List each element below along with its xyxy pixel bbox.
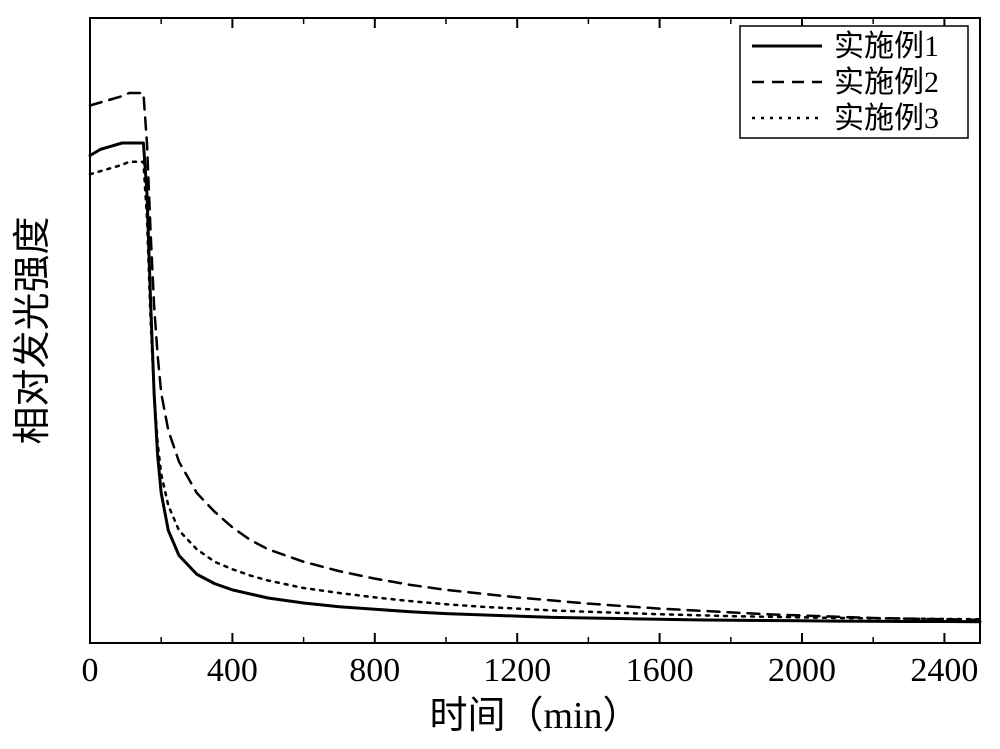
x-tick-label: 1200 bbox=[483, 652, 551, 689]
decay-chart: 0 400 800 1200 1600 2000 2400 时间（min） 相对发光强度 实施例1… bbox=[0, 0, 1000, 749]
x-tick-label: 2400 bbox=[910, 652, 978, 689]
x-tick-label: 400 bbox=[207, 652, 258, 689]
y-axis-label: 相对发光强度 bbox=[12, 216, 54, 444]
legend-label-3: 实施例3 bbox=[834, 102, 939, 135]
chart-svg: 0 400 800 1200 1600 2000 2400 时间（min） 相对发光强度 实施例1… bbox=[0, 0, 1000, 749]
x-tick-label: 800 bbox=[349, 652, 400, 689]
legend-label-2: 实施例2 bbox=[834, 66, 939, 99]
x-tick-label: 2000 bbox=[768, 652, 836, 689]
legend-label-1: 实施例1 bbox=[834, 30, 939, 63]
x-tick-label: 1600 bbox=[626, 652, 694, 689]
x-tick-label: 0 bbox=[82, 652, 99, 689]
x-axis-label: 时间（min） bbox=[429, 695, 640, 737]
